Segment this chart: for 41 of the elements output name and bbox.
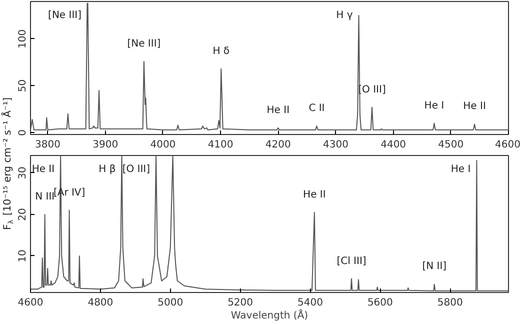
x-tick-label: 5200 <box>228 298 254 308</box>
annotation: [N II] <box>422 261 447 272</box>
annotation: N III <box>35 191 55 202</box>
annotation: He II <box>266 104 290 116</box>
y-tick-label: 100 <box>18 29 28 49</box>
x-tick-label: 5400 <box>298 298 323 308</box>
x-tick-label: 5800 <box>437 298 463 308</box>
x-tick-label: 5000 <box>158 298 184 308</box>
y-tick-label: 20 <box>18 208 28 221</box>
annotation: He I <box>424 100 444 112</box>
x-tick-label: 3800 <box>35 140 61 150</box>
line-series <box>30 2 508 130</box>
x-tick-label: 4200 <box>265 140 291 150</box>
annotation: H β <box>98 164 116 175</box>
x-tick-label: 5600 <box>367 298 393 308</box>
x-tick-label: 4600 <box>18 298 44 308</box>
x-tick-label: 4600 <box>495 140 520 150</box>
x-tick-label: 3900 <box>92 140 118 150</box>
annotation: H δ <box>212 46 230 57</box>
x-tick-label: 4300 <box>323 140 348 150</box>
y-tick-label: 0 <box>18 129 28 136</box>
x-tick-label: 4100 <box>208 140 234 150</box>
annotation: [Cl III] <box>336 256 366 267</box>
annotation: H γ <box>336 10 353 21</box>
y-tick-label: 50 <box>18 79 28 92</box>
annotation: He I <box>450 164 471 175</box>
annotation: [O III] <box>122 164 150 175</box>
y-tick-label: 10 <box>18 250 28 262</box>
x-tick-label: 4800 <box>88 298 114 308</box>
annotation: [Ne III] <box>127 38 161 50</box>
x-tick-label: 4500 <box>438 140 464 150</box>
annotation: He II <box>463 101 486 112</box>
annotation: He II <box>303 189 326 200</box>
x-axis-title: Wavelength (Å) <box>230 308 308 322</box>
line-series <box>30 156 508 292</box>
y-tick-label: 30 <box>18 166 28 180</box>
annotation: C II <box>308 103 325 114</box>
annotation: He II <box>32 164 55 175</box>
annotation: [Ne III] <box>48 10 82 21</box>
x-tick-label: 4000 <box>150 140 176 150</box>
x-tick-label: 4400 <box>380 140 406 150</box>
